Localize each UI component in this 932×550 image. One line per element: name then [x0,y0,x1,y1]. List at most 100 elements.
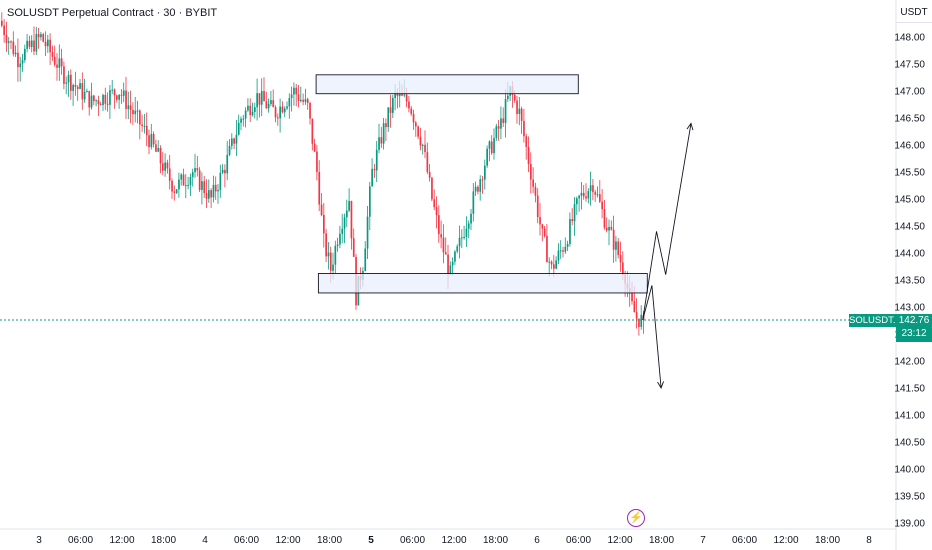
candle-body [500,118,502,129]
candle-body [150,133,153,148]
candle-body [19,63,22,68]
candle-body [474,186,477,192]
candle-body [21,60,24,64]
candle-body [382,123,385,144]
candle-body [557,250,560,261]
candle-body [5,35,8,43]
candle-body [589,185,592,192]
price-tick-label: 144.50 [894,222,925,233]
candle-body [33,40,35,52]
candle-body [260,91,263,105]
price-tick-label: 142.00 [894,357,925,368]
candle-body [520,108,523,121]
candle-body [527,146,530,165]
candle-body [76,86,79,89]
candle-body [290,94,293,99]
price-tick-label: 139.50 [894,492,925,503]
candle-body [596,194,599,196]
lightning-icon[interactable]: ⚡ [627,509,645,527]
support-zone [317,273,648,294]
candle-body [270,100,272,105]
candle-body [442,237,445,253]
candle-body [311,118,314,144]
time-tick-label: 5 [368,535,374,546]
candle-body [479,179,482,192]
candle-body [415,122,417,127]
candle-body [233,138,235,144]
candle-body [454,251,456,262]
candle-body [81,83,84,100]
candle-body [350,200,353,239]
candle-body [417,126,419,137]
candle-body [472,191,475,214]
candle-body [438,215,440,235]
candle-body [394,92,396,98]
candle-body [523,120,525,137]
candle-body [617,241,620,256]
candle-body [578,195,580,199]
candle-body [378,137,380,150]
candle-body [433,199,436,208]
candle-body [316,151,318,173]
candle-body [380,137,383,144]
time-tick-label: 18:00 [649,535,674,546]
candle-body [214,184,217,192]
candle-body [543,228,546,236]
time-tick-label: 12:00 [275,535,300,546]
candle-body [136,110,139,112]
time-tick-label: 8 [866,535,872,546]
candle-body [256,93,258,108]
candle-body [226,154,229,174]
time-tick-label: 18:00 [815,535,840,546]
candle-body [182,174,185,186]
candle-body [129,105,132,110]
candle-body [548,261,551,263]
candle-body [539,217,541,225]
candle-body [332,264,334,271]
candle-body [297,94,300,102]
candle-body [283,108,286,113]
candle-body [37,34,40,38]
candle-body [277,117,279,119]
candle-body [79,83,81,89]
candle-body [212,184,215,198]
candle-body [97,100,100,105]
candle-body [286,106,288,109]
candle-body [281,106,284,113]
candle-body [490,141,493,154]
candle-body [530,164,532,180]
price-tick-label: 140.50 [894,438,925,449]
candle-body [633,301,636,313]
candle-body [7,41,10,43]
candle-body [387,107,390,128]
currency-label[interactable]: USDT [896,4,932,23]
candle-body [336,244,339,246]
projection-arrows [642,122,694,390]
candle-body [638,318,640,327]
candle-body [35,34,38,52]
candle-body [203,181,206,194]
price-tick-label: 148.00 [894,33,925,44]
candle-body [263,91,265,102]
candle-body [401,93,403,96]
candle-body [53,56,56,65]
candle-body [258,93,261,105]
candle-body [456,246,459,252]
candle-body [251,111,254,116]
candle-body [194,168,196,173]
candle-body [320,204,323,216]
candle-body [640,314,643,327]
bullish-projection-arrow-head [686,122,694,131]
bullish-projection-arrow [642,123,692,321]
candle-body [497,126,500,129]
candle-body [143,125,146,127]
candle-body [40,34,42,38]
bearish-projection-arrow-head [657,381,664,390]
candle-body [113,89,116,96]
candle-body [601,201,603,210]
candle-body [162,163,164,171]
price-tick-label: 143.00 [894,303,925,314]
candle-body [334,245,337,265]
candle-body [51,52,54,57]
